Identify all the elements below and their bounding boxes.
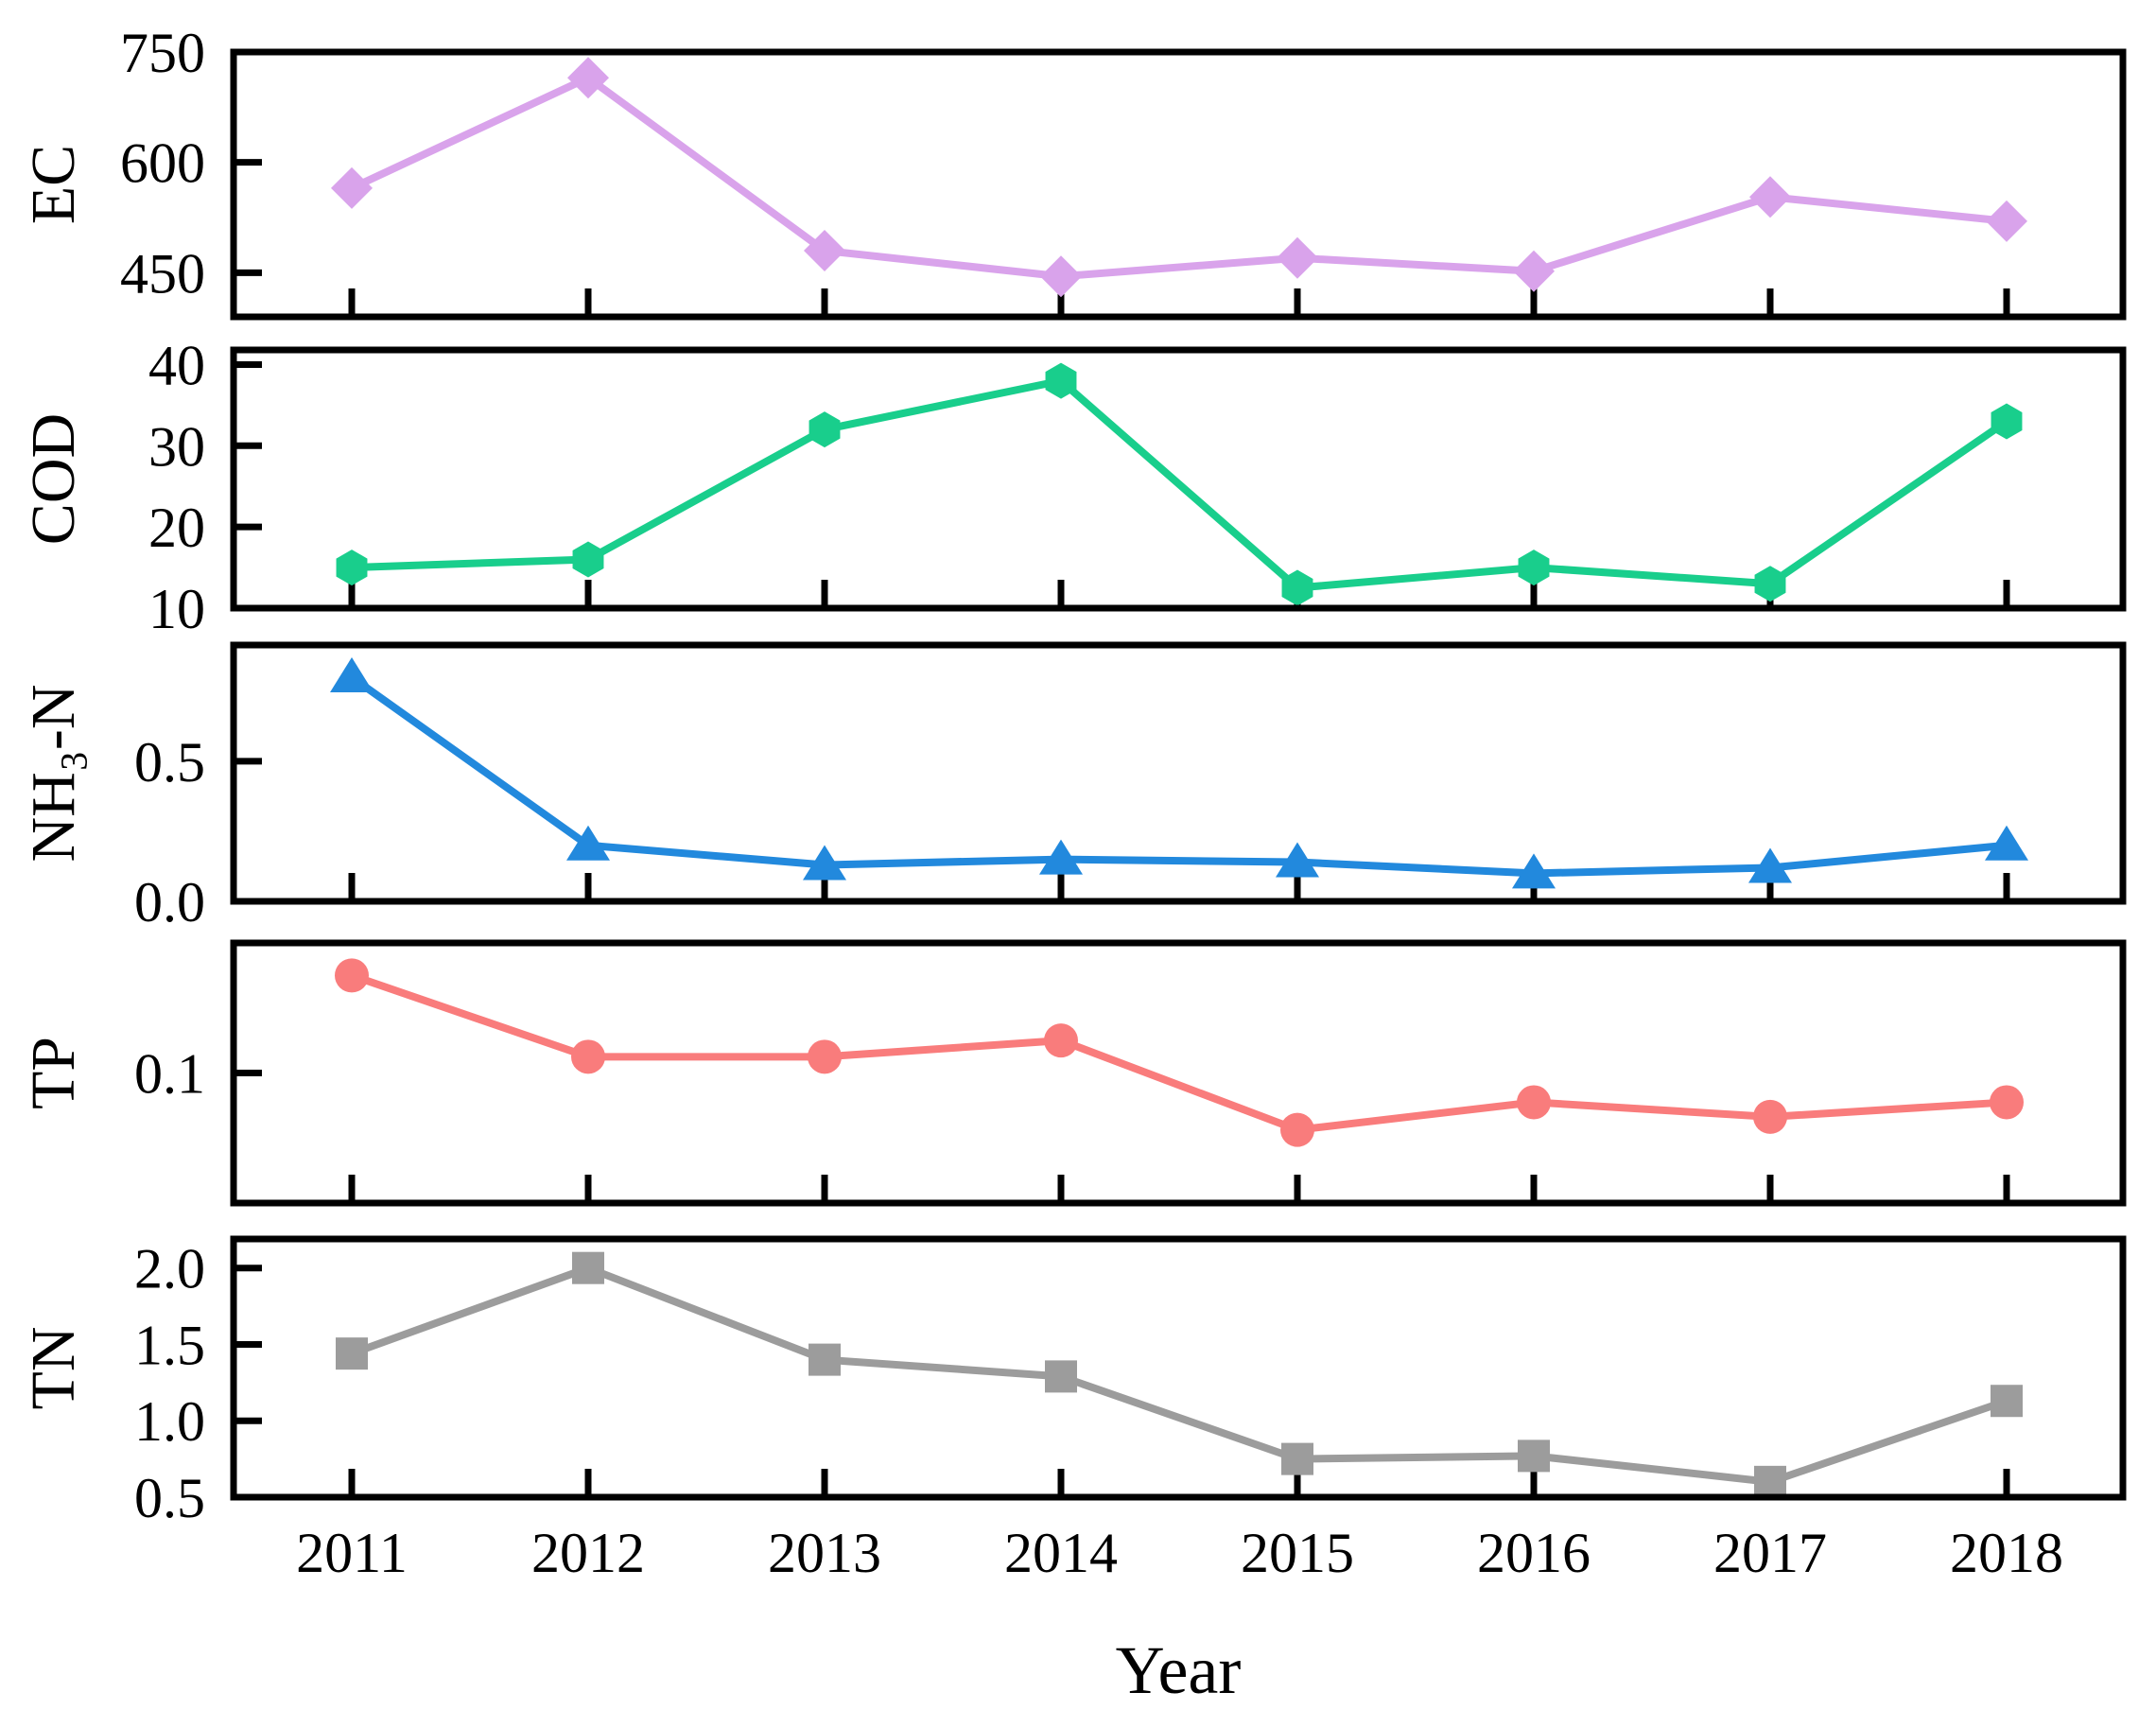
data-point-marker [1754,1465,1786,1498]
panel-frame [230,641,2127,905]
y-tick-label: 2.0 [134,1238,205,1300]
data-point-marker [1512,853,1556,889]
data-point-marker [1518,1439,1550,1473]
y-tick-label: 750 [120,22,205,84]
data-point-marker [1281,569,1313,606]
tn-series-line [348,1264,2010,1486]
x-tick-label: 2012 [531,1522,645,1584]
data-point-marker [336,1337,368,1370]
y-axis-label-tn: TN [19,1327,88,1410]
x-tick-label: 2011 [296,1522,408,1584]
data-point-marker [566,825,610,861]
data-point-marker [572,541,604,578]
data-point-marker [1277,236,1318,279]
y-axis-label-tp: TP [19,1037,88,1109]
y-tick-label: 600 [120,132,205,195]
data-point-marker [567,57,609,99]
data-point-marker [1991,1385,2023,1418]
data-point-marker [1276,842,1319,878]
panel-tn: 0.5 1.0 1.5 2.0 TN [19,1235,2127,1529]
data-point-marker [572,1251,604,1284]
data-point-marker [1990,1085,2024,1120]
x-tick-label: 2014 [1004,1522,1118,1584]
data-point-marker [1044,1023,1078,1058]
x-axis-label: Year [1116,1632,1242,1708]
tp-series-line [348,971,2010,1134]
panel-frame [230,1235,2127,1501]
panel-nh3n: 0.0 0.5 NH₃-N [19,641,2127,933]
x-tick-label: 2017 [1713,1522,1827,1584]
panel-ec: 450 600 750 EC [19,22,2127,321]
y-tick-label: 1.5 [134,1314,205,1376]
y-tick-label: 0.5 [134,1467,205,1529]
y-tick-label: 0.1 [134,1043,205,1106]
data-point-marker [803,845,846,881]
panel-cod: 10 20 30 40 COD [19,334,2127,640]
y-axis-label-ec: EC [19,145,88,224]
panel-frame [230,346,2127,612]
data-point-marker [808,411,841,448]
data-point-marker [1040,255,1082,298]
data-point-marker [571,1039,605,1074]
panel-frame [230,939,2127,1207]
data-point-marker [1753,1099,1787,1134]
data-point-marker [1749,176,1791,218]
x-tick-label: 2018 [1950,1522,2063,1584]
data-point-marker [1991,403,2023,440]
y-tick-label: 40 [148,334,205,396]
cod-series-line [348,376,2010,592]
y-axis-label-nh3n: NH₃-N [19,685,88,863]
y-tick-label: 0.5 [134,731,205,794]
data-point-marker [330,657,374,693]
panel-tp: 0.1 TP [19,939,2127,1207]
data-point-marker [331,166,373,209]
y-tick-label: 10 [148,578,205,640]
data-point-marker [1045,1360,1077,1393]
x-tick-label: 2015 [1241,1522,1354,1584]
data-point-marker [808,1039,842,1074]
y-axis-label-cod: COD [19,413,88,545]
data-point-marker [1986,200,2027,242]
ec-series-line [348,74,2010,281]
y-tick-label: 30 [148,415,205,478]
data-point-marker [1513,250,1555,292]
x-tick-label: 2016 [1477,1522,1591,1584]
nh3n-series-line [348,673,2010,878]
y-tick-label: 0.0 [134,871,205,933]
data-point-marker [1754,566,1786,602]
data-point-marker [1045,362,1077,399]
data-point-marker [804,230,845,271]
data-point-marker [1039,839,1083,875]
data-point-marker [1748,847,1792,883]
data-point-marker [1985,825,2028,861]
data-point-marker [335,958,369,993]
data-point-marker [1518,550,1550,586]
data-point-marker [336,550,368,586]
data-point-marker [1517,1085,1551,1120]
panel-frame [230,48,2127,321]
data-point-marker [1280,1112,1314,1147]
data-point-marker [1281,1442,1313,1475]
x-tick-label: 2013 [768,1522,881,1584]
y-tick-label: 1.0 [134,1390,205,1453]
y-tick-label: 20 [148,497,205,559]
data-point-marker [808,1343,841,1376]
y-tick-label: 450 [120,242,205,305]
